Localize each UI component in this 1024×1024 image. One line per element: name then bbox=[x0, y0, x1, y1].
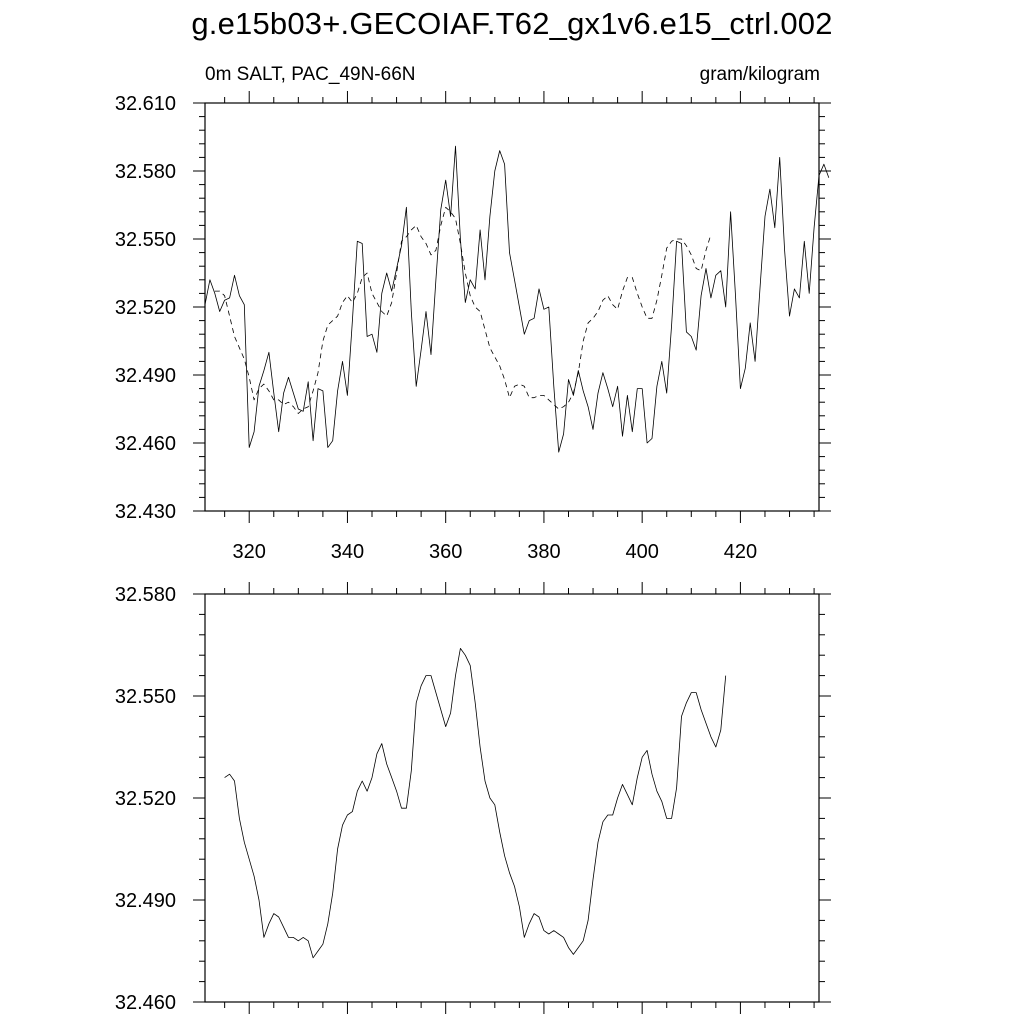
x-tick-label: 360 bbox=[429, 541, 462, 563]
chart-title: g.e15b03+.GECOIAF.T62_gx1v6.e15_ctrl.002 bbox=[191, 6, 833, 41]
x-tick-label: 340 bbox=[331, 541, 364, 563]
series-line-smoothed bbox=[214, 206, 712, 414]
y-tick-label: 32.610 bbox=[115, 93, 176, 115]
plot-1: 32.430 32.460 32.490 32.520 32.550 32.580 32.6… bbox=[115, 91, 831, 563]
series-line-smoothed bbox=[224, 648, 727, 959]
y-tick-label: 32.460 bbox=[115, 433, 176, 455]
plot-2: 32.460 32.490 32.520 32.550 32.580 bbox=[115, 582, 831, 1014]
y-tick-label: 32.490 bbox=[115, 890, 176, 912]
y-tick-label: 32.490 bbox=[115, 365, 176, 387]
x-tick-label: 380 bbox=[527, 541, 560, 563]
y-tick-label: 32.460 bbox=[115, 992, 176, 1014]
series-line-monthly bbox=[204, 145, 830, 453]
x-tick-label: 400 bbox=[625, 541, 658, 563]
y-tick-label: 32.550 bbox=[115, 686, 176, 708]
y-tick-label: 32.580 bbox=[115, 161, 176, 183]
left-subtitle: 0m SALT, PAC_49N-66N bbox=[205, 64, 416, 85]
x-tick-label: 420 bbox=[724, 541, 757, 563]
plot-frame bbox=[204, 593, 820, 1003]
y-tick-label: 32.520 bbox=[115, 297, 176, 319]
y-tick-label: 32.580 bbox=[115, 584, 176, 606]
y-tick-label: 32.430 bbox=[115, 501, 176, 523]
y-tick-label: 32.550 bbox=[115, 229, 176, 251]
x-tick-label: 320 bbox=[233, 541, 266, 563]
y-tick-label: 32.520 bbox=[115, 788, 176, 810]
right-subtitle: gram/kilogram bbox=[699, 64, 820, 85]
plot-frame bbox=[204, 102, 820, 512]
